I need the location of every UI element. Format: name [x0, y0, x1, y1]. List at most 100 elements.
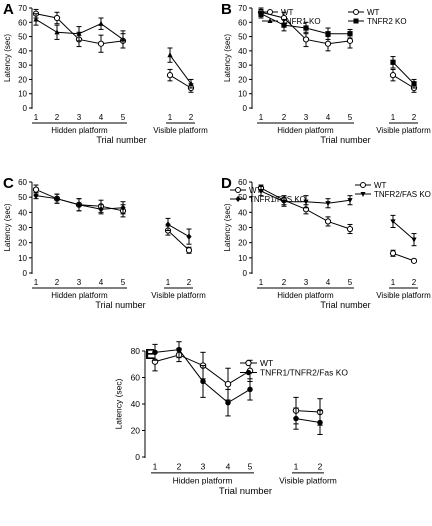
y-tick-label: 30	[238, 61, 247, 70]
x-tick-label: 4	[326, 113, 331, 122]
x-tick-label: 2	[318, 462, 323, 472]
panel-label: C	[3, 175, 14, 192]
y-tick-label: 30	[18, 61, 27, 70]
group-label-hidden: Hidden platform	[173, 476, 233, 486]
data-point	[281, 22, 287, 28]
data-point	[390, 219, 396, 225]
series-line-visible	[392, 74, 415, 89]
y-tick-label: 10	[18, 254, 27, 263]
data-point	[225, 399, 231, 406]
y-tick-label: 0	[23, 104, 28, 113]
legend-label: TNFR2 KO	[367, 17, 407, 26]
y-tick-label: 60	[18, 178, 27, 187]
legend-marker	[360, 182, 366, 188]
series-0	[257, 7, 418, 93]
y-axis-title: Latency (sec)	[223, 34, 232, 82]
legend-label: TNFR1 KO	[281, 17, 321, 26]
series-line-visible	[392, 252, 415, 262]
x-tick-label: 4	[99, 278, 104, 287]
data-point	[152, 349, 158, 356]
group-label-hidden: Hidden platform	[277, 126, 334, 135]
data-point	[325, 201, 331, 207]
y-tick-label: 0	[243, 269, 248, 278]
y-tick-label: 40	[18, 208, 27, 217]
x-tick-label: 3	[304, 278, 309, 287]
group-label-hidden: Hidden platform	[51, 291, 108, 300]
data-point	[200, 378, 206, 385]
data-point	[389, 250, 397, 257]
x-axis-title: Trial number	[96, 135, 146, 145]
y-axis-title: Latency (sec)	[114, 378, 124, 429]
y-tick-label: 50	[238, 193, 247, 202]
series-line-visible	[167, 230, 190, 251]
legend-label: WT	[374, 181, 387, 190]
series-line-visible	[392, 221, 415, 241]
legend-marker	[245, 359, 252, 367]
legend-label: TNFR1/FAS KO	[249, 195, 306, 204]
x-tick-label: 3	[77, 278, 82, 287]
data-point	[54, 29, 60, 35]
data-point	[258, 11, 264, 17]
x-tick-label: 2	[282, 278, 287, 287]
y-tick-label: 30	[18, 224, 27, 233]
panel-label: E	[145, 346, 155, 363]
x-tick-label: 5	[121, 278, 126, 287]
series-line-visible	[169, 74, 192, 89]
x-axis-title: Trial number	[95, 300, 145, 310]
series-1	[33, 13, 194, 89]
series-line-visible	[169, 54, 192, 85]
panel-e: E 0 20 40 60 80 Latency (sec) 1 2 3 4 5 1 2 Hidden pla…	[114, 341, 348, 497]
x-tick-label: 2	[282, 113, 287, 122]
x-tick-label: 2	[412, 278, 417, 287]
data-point	[317, 419, 323, 426]
data-point	[303, 25, 309, 31]
x-tick-label: 2	[55, 113, 60, 122]
panel-label: B	[221, 1, 232, 18]
y-tick-label: 80	[131, 346, 141, 356]
data-point	[302, 36, 310, 43]
series-line-visible	[295, 410, 321, 413]
x-axis-title: Trial number	[320, 300, 370, 310]
y-tick-label: 60	[131, 373, 141, 383]
series-line-visible	[392, 61, 415, 85]
y-tick-label: 10	[18, 90, 27, 99]
group-label-visible: Visible platform	[151, 291, 206, 300]
x-tick-label: 1	[294, 462, 299, 472]
y-tick-label: 20	[18, 239, 27, 248]
data-point	[186, 233, 192, 240]
data-point	[54, 195, 60, 202]
data-point	[32, 186, 40, 193]
x-tick-label: 1	[391, 113, 396, 122]
data-point	[167, 52, 173, 58]
series-line-visible	[295, 418, 321, 424]
data-point	[188, 80, 194, 86]
x-tick-label: 3	[304, 113, 309, 122]
data-point	[176, 346, 182, 353]
y-tick-label: 0	[23, 269, 28, 278]
x-tick-label: 2	[55, 278, 60, 287]
x-tick-label: 1	[34, 278, 39, 287]
data-point	[120, 36, 126, 42]
y-axis-title: Latency (sec)	[3, 203, 12, 251]
y-tick-label: 50	[238, 33, 247, 42]
y-tick-label: 40	[131, 399, 141, 409]
data-point	[324, 40, 332, 47]
data-point	[53, 14, 61, 22]
legend-label: TNFR2/FAS KO	[374, 190, 431, 199]
legend-marker	[235, 196, 241, 202]
data-point	[347, 31, 353, 37]
series-0	[151, 347, 324, 426]
data-point	[258, 189, 264, 195]
x-tick-label: 3	[77, 113, 82, 122]
data-point	[293, 415, 299, 422]
x-tick-label: 1	[259, 113, 264, 122]
y-tick-label: 70	[238, 4, 247, 13]
y-tick-label: 20	[238, 75, 247, 84]
y-tick-label: 20	[131, 426, 141, 436]
x-tick-label: 5	[248, 462, 253, 472]
data-point	[166, 72, 174, 79]
